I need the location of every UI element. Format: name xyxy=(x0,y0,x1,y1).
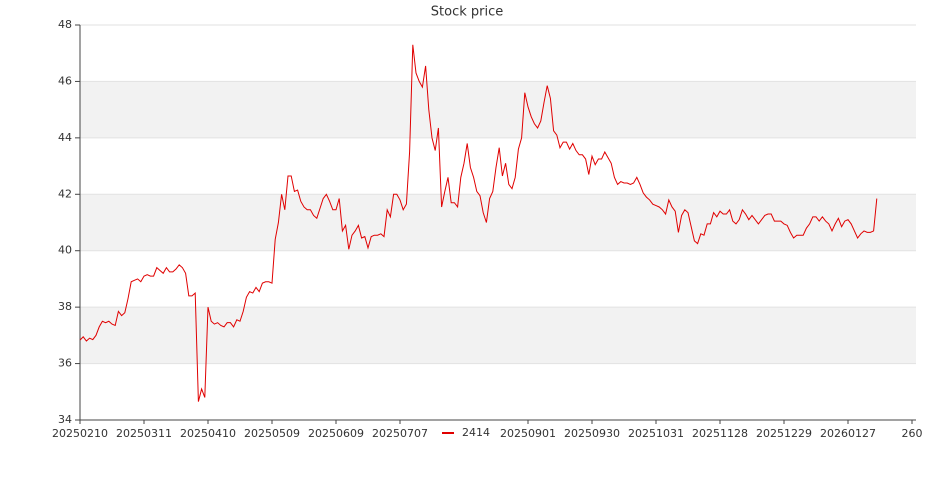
x-tick-label: 20251128 xyxy=(692,427,748,440)
x-tick-label: 20251229 xyxy=(756,427,812,440)
x-tick-label: 260 xyxy=(902,427,923,440)
x-tick-label: 20250509 xyxy=(244,427,300,440)
legend-label: 2414 xyxy=(462,426,490,439)
y-tick-label: 38 xyxy=(58,300,72,313)
x-tick-label: 20250609 xyxy=(308,427,364,440)
y-tick-label: 36 xyxy=(58,357,72,370)
y-tick-label: 46 xyxy=(58,74,72,87)
grid-band xyxy=(80,307,916,364)
x-tick-label: 20260127 xyxy=(820,427,876,440)
y-tick-label: 40 xyxy=(58,244,72,257)
x-tick-label: 20250410 xyxy=(180,427,236,440)
y-tick-label: 48 xyxy=(58,18,72,31)
x-tick-label: 20250707 xyxy=(372,427,428,440)
x-tick-label: 20250901 xyxy=(500,427,556,440)
line-series xyxy=(79,44,878,402)
grid-band xyxy=(80,194,916,251)
x-tick-label: 20250930 xyxy=(564,427,620,440)
chart-title: Stock price xyxy=(431,5,503,20)
x-tick-label: 20251031 xyxy=(628,427,684,440)
y-tick-label: 34 xyxy=(58,413,72,426)
x-tick-label: 20250311 xyxy=(116,427,172,440)
x-tick-label: 20250210 xyxy=(52,427,108,440)
y-tick-label: 44 xyxy=(58,131,72,144)
y-tick-label: 42 xyxy=(58,187,72,200)
grid-band xyxy=(80,81,916,138)
